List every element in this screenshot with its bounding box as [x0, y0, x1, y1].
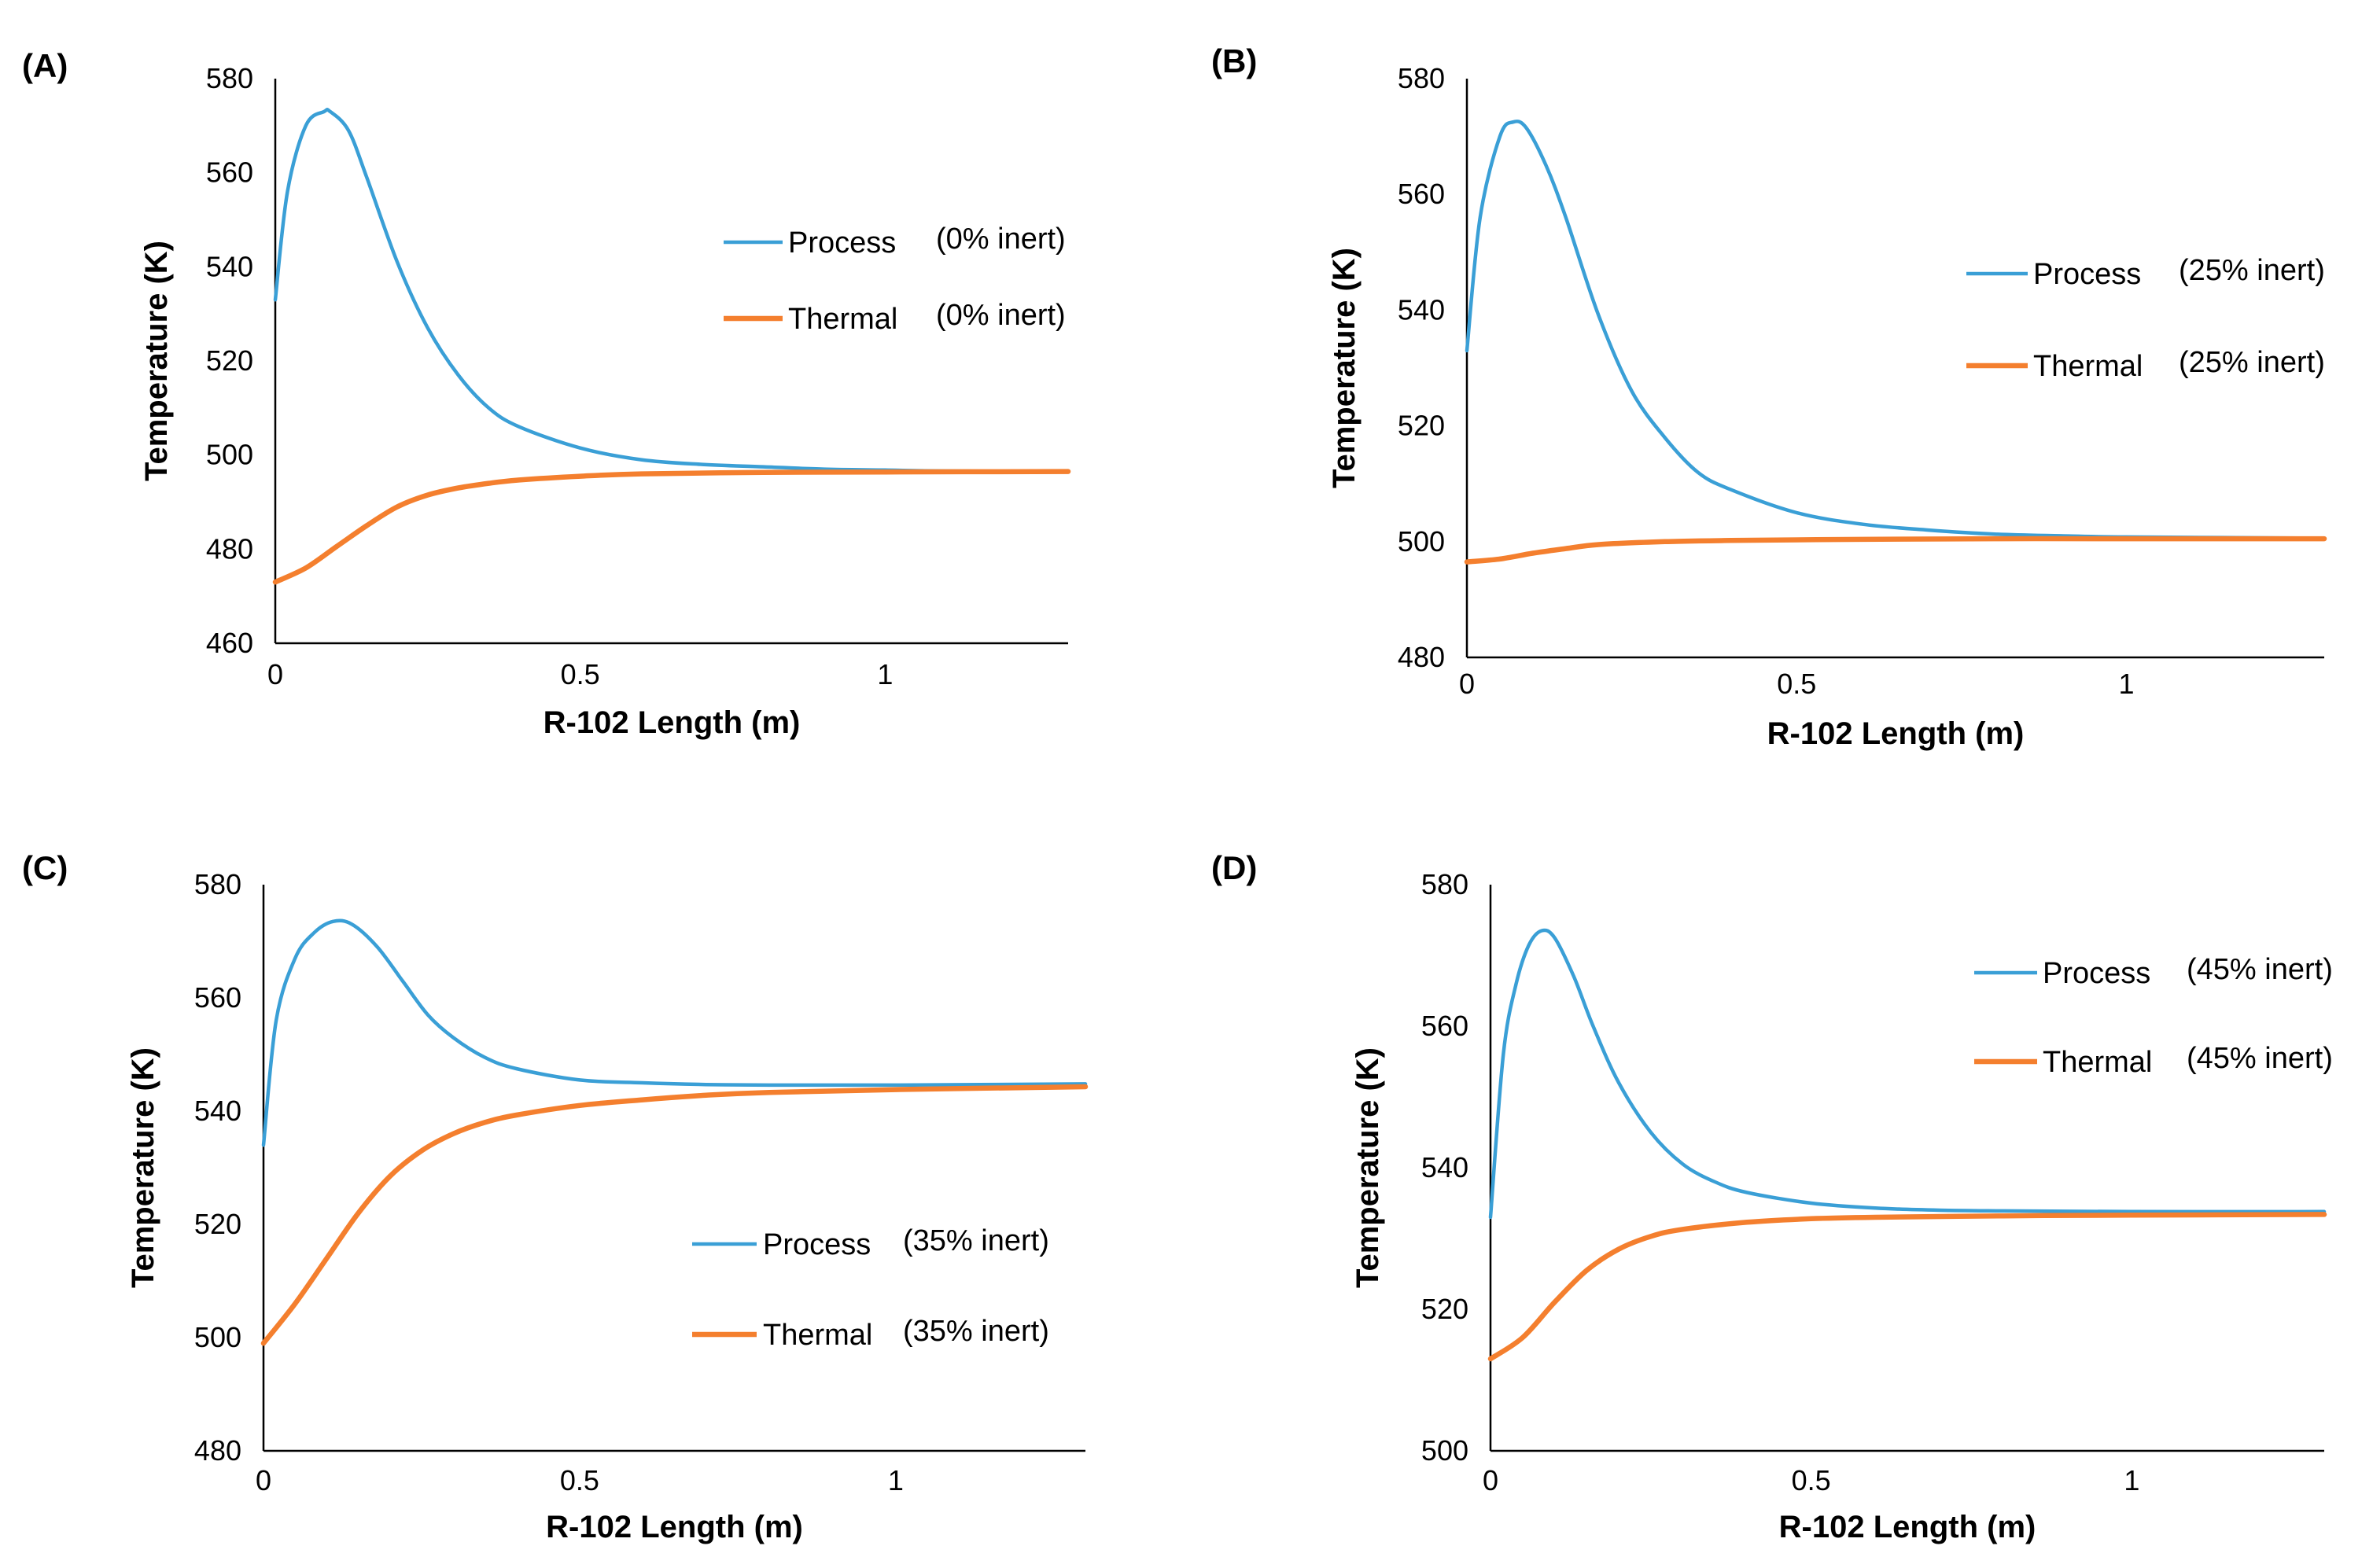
x-tick-label: 0 [267, 658, 283, 690]
x-tick-label: 1 [2124, 1464, 2139, 1496]
legend-label: Process [2043, 957, 2150, 990]
y-tick-label: 580 [1398, 62, 1445, 94]
y-tick-label: 560 [1398, 178, 1445, 210]
legend-note: (45% inert) [2187, 1042, 2333, 1075]
legend-note: (25% inert) [2179, 254, 2325, 287]
legend-label: Thermal [763, 1319, 872, 1352]
series-line-thermal [260, 1084, 1089, 1346]
legend-label: Thermal [788, 303, 897, 336]
x-tick-label: 0 [1483, 1464, 1498, 1496]
legend-note: (45% inert) [2187, 953, 2333, 986]
x-tick-label: 0.5 [560, 1464, 599, 1496]
y-tick-label: 560 [206, 156, 253, 189]
y-tick-label: 560 [1421, 1010, 1468, 1042]
legend-note: (0% inert) [936, 223, 1066, 256]
y-axis-title: Temperature (K) [1350, 1047, 1385, 1288]
series-line-thermal [1464, 536, 2327, 565]
series-line-thermal [272, 469, 1071, 585]
x-tick-label: 1 [877, 658, 893, 690]
legend-label: Process [763, 1228, 871, 1261]
y-tick-label: 520 [1421, 1293, 1468, 1325]
series-line-process [1488, 928, 2327, 1220]
y-tick-label: 540 [206, 250, 253, 282]
y-tick-label: 500 [1421, 1434, 1468, 1467]
x-tick-label: 0.5 [1777, 668, 1816, 700]
x-tick-label: 1 [2118, 668, 2134, 700]
y-tick-label: 520 [194, 1208, 241, 1240]
y-axis-title: Temperature (K) [1327, 248, 1362, 488]
x-tick-label: 0.5 [1792, 1464, 1831, 1496]
legend-note: (35% inert) [903, 1315, 1049, 1348]
y-tick-label: 540 [194, 1095, 241, 1127]
x-axis-title: R-102 Length (m) [546, 1510, 803, 1544]
x-tick-label: 0.5 [561, 658, 600, 690]
y-tick-label: 520 [1398, 410, 1445, 442]
series-line-process [273, 108, 1070, 473]
chart-panel-b: (B) 480 500 520 540 560 580 0 0.5 1 R-102 Length (… [1211, 42, 2327, 751]
y-axis-title: Temperature (K) [126, 1047, 160, 1288]
panel-label: (C) [22, 849, 68, 886]
panel-label: (D) [1211, 849, 1257, 886]
y-tick-label: 480 [194, 1434, 241, 1467]
series-line-thermal [1487, 1212, 2327, 1362]
chart-panel-a: (A) 460 480 500 520 540 560 580 0 0.5 1 R-102 Lengt… [22, 47, 1071, 740]
y-tick-label: 580 [194, 868, 241, 900]
y-tick-label: 460 [206, 627, 253, 659]
legend-label: Thermal [2043, 1046, 2152, 1079]
legend-note: (0% inert) [936, 299, 1066, 332]
y-tick-label: 500 [194, 1321, 241, 1353]
x-axis-title: R-102 Length (m) [544, 705, 801, 740]
x-axis-title: R-102 Length (m) [1767, 716, 2025, 751]
chart-panel-d: (D) 500 520 540 560 580 0 0.5 1 R-102 Length (m) T… [1211, 849, 2333, 1544]
y-tick-label: 500 [206, 439, 253, 471]
y-tick-label: 480 [1398, 641, 1445, 673]
legend-note: (35% inert) [903, 1224, 1049, 1257]
y-tick-label: 580 [206, 62, 253, 94]
y-tick-label: 540 [1421, 1151, 1468, 1183]
y-tick-label: 500 [1398, 525, 1445, 558]
y-tick-label: 540 [1398, 293, 1445, 326]
x-tick-label: 0 [256, 1464, 271, 1496]
y-tick-label: 520 [206, 344, 253, 377]
legend-label: Process [788, 226, 896, 259]
y-tick-label: 560 [194, 981, 241, 1014]
panel-label: (B) [1211, 42, 1257, 79]
x-tick-label: 1 [888, 1464, 904, 1496]
y-tick-label: 480 [206, 532, 253, 565]
legend-label: Thermal [2033, 350, 2143, 383]
panel-label: (A) [22, 47, 68, 84]
series-line-process [1465, 120, 2327, 540]
legend-note: (25% inert) [2179, 346, 2325, 379]
series-line-process [261, 918, 1088, 1147]
y-axis-title: Temperature (K) [139, 241, 174, 481]
legend-label: Process [2033, 258, 2141, 291]
chart-panel-c: (C) 480 500 520 540 560 580 0 0.5 1 R-102 Length (… [22, 849, 1089, 1544]
x-axis-title: R-102 Length (m) [1779, 1510, 2036, 1544]
x-tick-label: 0 [1459, 668, 1475, 700]
y-tick-label: 580 [1421, 868, 1468, 900]
